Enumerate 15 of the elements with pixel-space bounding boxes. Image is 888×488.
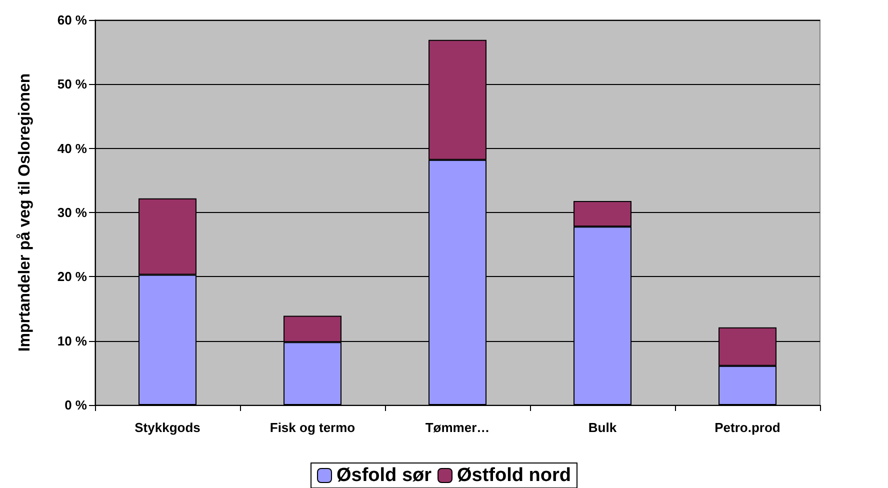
x-tick-label: Stykkgods [134,420,200,435]
x-tick-label: Bulk [588,420,618,435]
y-tick-label: 40 % [57,140,88,156]
x-tick-label: Petro.prod [714,420,780,435]
legend-label: Øsfold sør [336,465,432,486]
y-tick-label: 50 % [57,76,88,92]
y-tick-label: 20 % [57,269,88,284]
legend-label: Østfold nord [457,465,571,486]
y-tick-label: 0 % [64,398,88,412]
x-tick-label: Fisk og termo [270,420,356,435]
x-tick-label: Tømmer… [425,420,490,435]
y-tick-label: 10 % [57,333,88,348]
y-axis-title: Imprtandeler på veg til Osloregionen [16,73,34,352]
y-tick-label: 60 % [57,12,88,28]
y-tick-label: 30 % [57,205,88,220]
